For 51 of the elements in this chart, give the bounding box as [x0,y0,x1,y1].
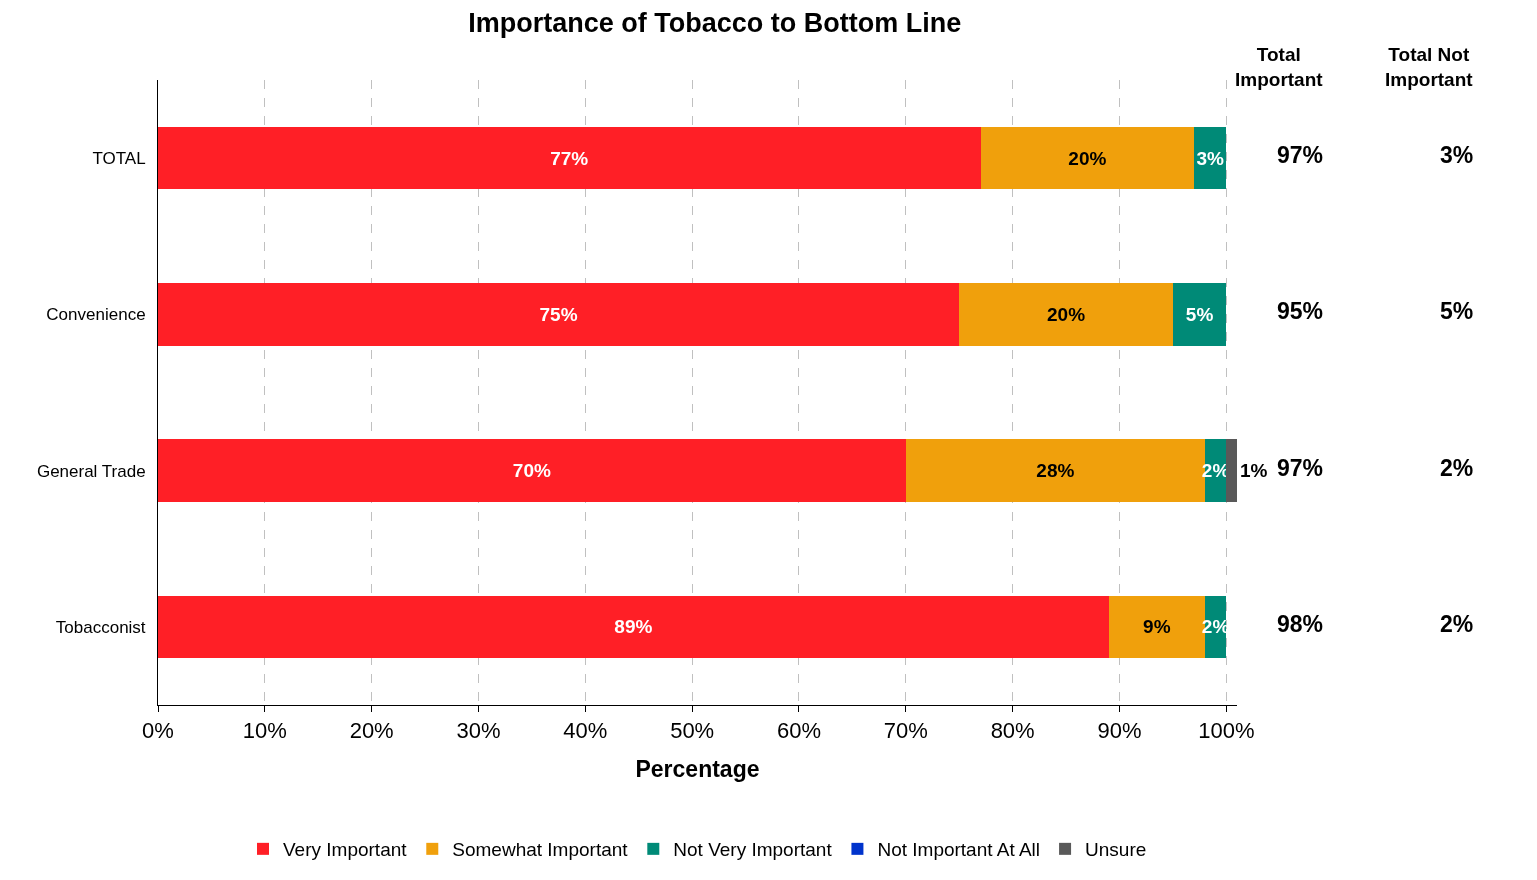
x-tick-label: 0% [142,718,174,744]
bar [1226,439,1237,502]
x-tick-label: 100% [1198,718,1255,744]
text: 3% [1440,142,1474,168]
bar [959,283,1173,346]
bar [158,126,981,190]
data-label: 9% [1143,616,1171,638]
y-tick-label: General Trade [36,461,146,481]
y-tick-label: Convenience [46,305,146,325]
text: 2% [1440,611,1474,637]
x-tick-label: 80% [990,718,1035,744]
annotation: Total Important [1235,44,1324,90]
data-label: 28% [1036,460,1075,482]
text: 98% [1277,611,1324,637]
bar [158,439,906,502]
x-tick-label: 50% [670,718,715,744]
data-label: 20% [1068,147,1107,169]
x-tick-label: 90% [1097,718,1142,744]
legend-label: Somewhat Important [452,839,629,861]
text: 97% [1277,455,1324,481]
legend-label: Not Very Important [673,839,833,861]
bar [1172,283,1227,346]
x-tick-label: 40% [563,718,608,744]
x-tick-label: 30% [456,718,501,744]
text: 5% [1440,298,1474,324]
legend-label: Not Important At All [877,839,1041,861]
y-tick-label: Tobacconist [55,617,146,637]
legend-label: Unsure [1085,839,1147,861]
text: 97% [1277,142,1324,168]
x-tick-label: 70% [883,718,928,744]
data-label: 20% [1047,303,1086,325]
data-label: 75% [539,303,578,325]
data-label: 3% [1196,147,1225,169]
data-label: 1% [1240,460,1268,482]
data-label: 77% [550,147,589,169]
data-label: 5% [1185,303,1214,325]
data-label: 89% [614,616,653,638]
bar [980,126,1195,190]
text: 2% [1440,455,1474,481]
bar [158,283,960,346]
x-tick-label: 10% [242,718,287,744]
legend-label: Very Important [283,839,408,861]
bar [158,595,1109,659]
data-label: 70% [512,460,551,482]
x-tick-label: 20% [349,718,394,744]
x-axis-title: Percentage [635,756,760,782]
text: 95% [1277,298,1324,324]
x-tick-label: 60% [776,718,822,744]
text: Total Not Important [1385,44,1474,90]
chart-title: Importance of Tobacco to Bottom Line [468,8,962,39]
y-tick-label: TOTAL [92,149,146,169]
